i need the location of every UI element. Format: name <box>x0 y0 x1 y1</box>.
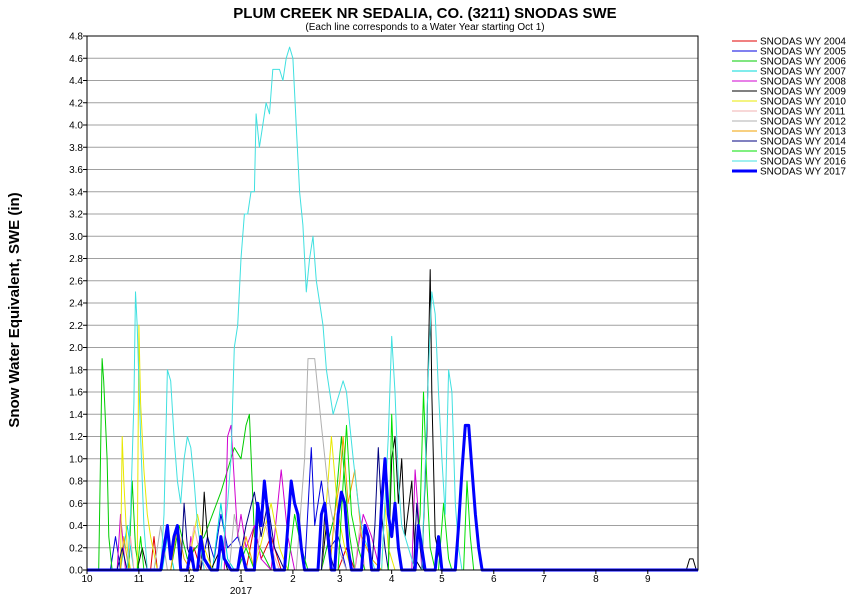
y-tick-label: 0.6 <box>69 499 83 510</box>
y-tick-label: 0.4 <box>69 521 83 532</box>
legend-label: SNODAS WY 2004 <box>760 37 846 48</box>
x-tick-label: 8 <box>593 574 599 585</box>
legend-label: SNODAS WY 2015 <box>760 147 846 158</box>
x-tick-label: 2 <box>290 574 296 585</box>
y-tick-label: 0.2 <box>69 543 83 554</box>
x-tick-label: 7 <box>541 574 547 585</box>
legend-label: SNODAS WY 2011 <box>760 107 846 118</box>
y-tick-label: 1.0 <box>69 454 83 465</box>
x-tick-label: 5 <box>439 574 445 585</box>
x-tick-label: 11 <box>134 574 145 585</box>
y-tick-label: 2.0 <box>69 343 83 354</box>
legend-label: SNODAS WY 2016 <box>760 157 846 168</box>
y-tick-label: 1.4 <box>69 410 83 421</box>
series-line-11 <box>87 391 698 571</box>
y-tick-label: 3.4 <box>69 187 83 198</box>
y-tick-label: 2.4 <box>69 299 83 310</box>
y-tick-label: 4.8 <box>69 32 83 43</box>
plot-area <box>86 35 699 572</box>
x-tick-label: 12 <box>184 574 196 585</box>
legend-label: SNODAS WY 2008 <box>760 77 846 88</box>
y-axis: 0.0 0.2 0.4 0.6 0.8 1.0 1.2 1.4 1.6 1.8 2.0 2.2 2.4 2… <box>69 32 87 577</box>
y-tick-label: 1.8 <box>69 365 83 376</box>
y-axis-label: Snow Water Equivalent, SWE (in) <box>6 192 23 427</box>
y-tick-label: 1.6 <box>69 388 83 399</box>
legend-label: SNODAS WY 2005 <box>760 47 846 58</box>
x-tick-label: 6 <box>491 574 497 585</box>
x-year-label: 2017 <box>230 586 253 597</box>
series-line-2 <box>87 358 698 571</box>
x-tick-label: 4 <box>389 574 395 585</box>
y-tick-label: 3.6 <box>69 165 83 176</box>
y-tick-label: 3.2 <box>69 210 83 221</box>
legend-label: SNODAS WY 2017 <box>760 167 846 178</box>
series-line-12 <box>87 46 698 571</box>
y-tick-label: 4.2 <box>69 98 83 109</box>
y-tick-label: 0.0 <box>69 566 83 577</box>
x-tick-label: 1 <box>238 574 244 585</box>
legend-label: SNODAS WY 2012 <box>760 117 846 128</box>
y-tick-label: 2.6 <box>69 276 83 287</box>
y-tick-label: 4.4 <box>69 76 83 87</box>
legend-label: SNODAS WY 2013 <box>760 127 846 138</box>
legend-label: SNODAS WY 2006 <box>760 57 846 68</box>
legend-label: SNODAS WY 2010 <box>760 97 846 108</box>
x-tick-label: 3 <box>337 574 343 585</box>
y-tick-label: 4.6 <box>69 54 83 65</box>
y-tick-label: 4.0 <box>69 121 83 132</box>
legend-label: SNODAS WY 2014 <box>760 137 846 148</box>
chart-title: PLUM CREEK NR SEDALIA, CO. (3211) SNODAS… <box>233 5 616 22</box>
y-tick-label: 0.8 <box>69 477 83 488</box>
legend-label: SNODAS WY 2009 <box>760 87 846 98</box>
legend-label: SNODAS WY 2007 <box>760 67 846 78</box>
x-tick-label: 9 <box>645 574 651 585</box>
y-tick-label: 3.8 <box>69 143 83 154</box>
y-tick-label: 2.8 <box>69 254 83 265</box>
y-tick-label: 3.0 <box>69 232 83 243</box>
chart-subtitle: (Each line corresponds to a Water Year s… <box>305 22 544 33</box>
y-tick-label: 2.2 <box>69 321 83 332</box>
x-tick-label: 10 <box>81 574 93 585</box>
y-tick-label: 1.2 <box>69 432 83 443</box>
